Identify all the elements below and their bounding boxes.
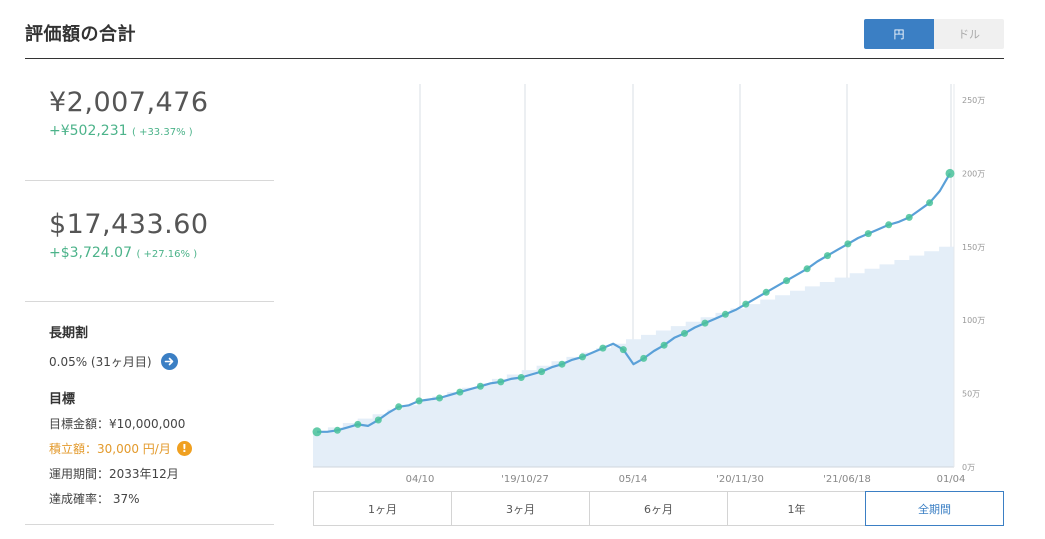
- data-point: [599, 344, 607, 352]
- data-point: [619, 346, 627, 354]
- usd-total: $17,433.60: [49, 209, 209, 240]
- data-point: [415, 397, 423, 405]
- data-point: [579, 353, 586, 361]
- usd-gain-row: +$3,724.07 ( +27.16% ): [49, 245, 274, 261]
- period-tab-6m[interactable]: 6ヶ月: [589, 491, 728, 526]
- data-point: [905, 213, 913, 221]
- valuation-line: [317, 172, 951, 433]
- data-point: [742, 300, 750, 308]
- x-tick-label: '21/06/18: [823, 474, 871, 485]
- data-point: [803, 265, 811, 273]
- long-term-discount-label: 長期割: [49, 326, 89, 341]
- y-tick-label: 150万: [962, 243, 985, 252]
- goal-monthly: 積立額：30,000 円/月: [49, 442, 171, 456]
- data-point: [844, 240, 852, 248]
- title-divider: [25, 58, 1004, 59]
- data-point: [783, 277, 791, 285]
- x-tick-label: 01/04: [937, 474, 966, 485]
- data-point: [945, 168, 955, 178]
- currency-toggle[interactable]: 円 ドル: [864, 19, 1004, 49]
- yen-gain-percent: ( +33.37% ): [131, 127, 193, 138]
- data-point: [374, 416, 382, 424]
- usd-summary: $17,433.60 +$3,724.07 ( +27.16% ): [25, 181, 274, 302]
- data-point: [476, 382, 484, 390]
- plan-details: 長期割 0.05% (31ヶ月目) 目標 目標金額：¥10,000,000 積立…: [25, 302, 274, 525]
- x-tick-label: '19/10/27: [501, 474, 549, 485]
- y-tick-label: 50万: [962, 390, 980, 399]
- period-tab-3m[interactable]: 3ヶ月: [451, 491, 590, 526]
- goal-heading: 目標: [49, 392, 76, 407]
- data-point: [640, 354, 648, 362]
- usd-gain-percent: ( +27.16% ): [136, 249, 198, 260]
- goal-period: 運用期間：2033年12月: [49, 467, 179, 481]
- data-point: [517, 374, 525, 381]
- data-point: [558, 360, 566, 368]
- data-point: [864, 230, 872, 238]
- goal-amount: 目標金額：¥10,000,000: [49, 417, 186, 431]
- period-tab-1y[interactable]: 1年: [727, 491, 866, 526]
- goal-probability: 達成確率： 37%: [49, 492, 140, 506]
- data-point: [312, 427, 322, 437]
- long-term-discount-value: 0.05% (31ヶ月目): [49, 355, 152, 369]
- data-point: [354, 420, 362, 428]
- y-tick-label: 200万: [962, 169, 985, 178]
- yen-gain: +¥502,231: [49, 123, 128, 139]
- data-point: [721, 310, 729, 318]
- data-point: [497, 378, 505, 386]
- goal-monthly-row: 積立額：30,000 円/月 !: [49, 440, 274, 457]
- page-title: 評価額の合計: [25, 24, 136, 45]
- period-tab-all[interactable]: 全期間: [865, 491, 1004, 526]
- yen-total: ¥2,007,476: [49, 87, 209, 118]
- data-point: [456, 388, 464, 396]
- dollar-toggle-button[interactable]: ドル: [934, 19, 1004, 49]
- data-point: [926, 199, 934, 207]
- data-point: [395, 403, 403, 411]
- usd-gain: +$3,724.07: [49, 245, 132, 261]
- data-point: [660, 341, 668, 349]
- long-term-discount-row: 0.05% (31ヶ月目): [49, 353, 274, 370]
- data-point: [538, 368, 546, 376]
- x-tick-label: 05/14: [619, 474, 648, 485]
- data-point: [701, 319, 709, 327]
- data-point: [824, 252, 831, 260]
- warning-icon[interactable]: !: [176, 441, 192, 456]
- x-tick-label: 04/10: [406, 474, 435, 485]
- yen-summary: ¥2,007,476 +¥502,231 ( +33.37% ): [25, 59, 274, 181]
- y-tick-label: 250万: [962, 96, 985, 105]
- data-point: [885, 221, 893, 229]
- yen-toggle-button[interactable]: 円: [864, 19, 934, 49]
- data-point: [681, 329, 688, 337]
- period-tabs[interactable]: 1ヶ月 3ヶ月 6ヶ月 1年 全期間: [313, 491, 1004, 526]
- x-tick-label: '20/11/30: [716, 474, 764, 485]
- period-tab-1m[interactable]: 1ヶ月: [313, 491, 452, 526]
- data-point: [333, 426, 341, 434]
- summary-panel: ¥2,007,476 +¥502,231 ( +33.37% ) $17,433…: [25, 59, 274, 525]
- y-tick-label: 100万: [962, 316, 985, 325]
- y-tick-label: 0万: [962, 463, 975, 472]
- data-point: [436, 394, 443, 402]
- data-point: [762, 288, 770, 296]
- yen-gain-row: +¥502,231 ( +33.37% ): [49, 123, 274, 139]
- contributions-area: [313, 246, 954, 467]
- arrow-right-icon[interactable]: [160, 353, 178, 370]
